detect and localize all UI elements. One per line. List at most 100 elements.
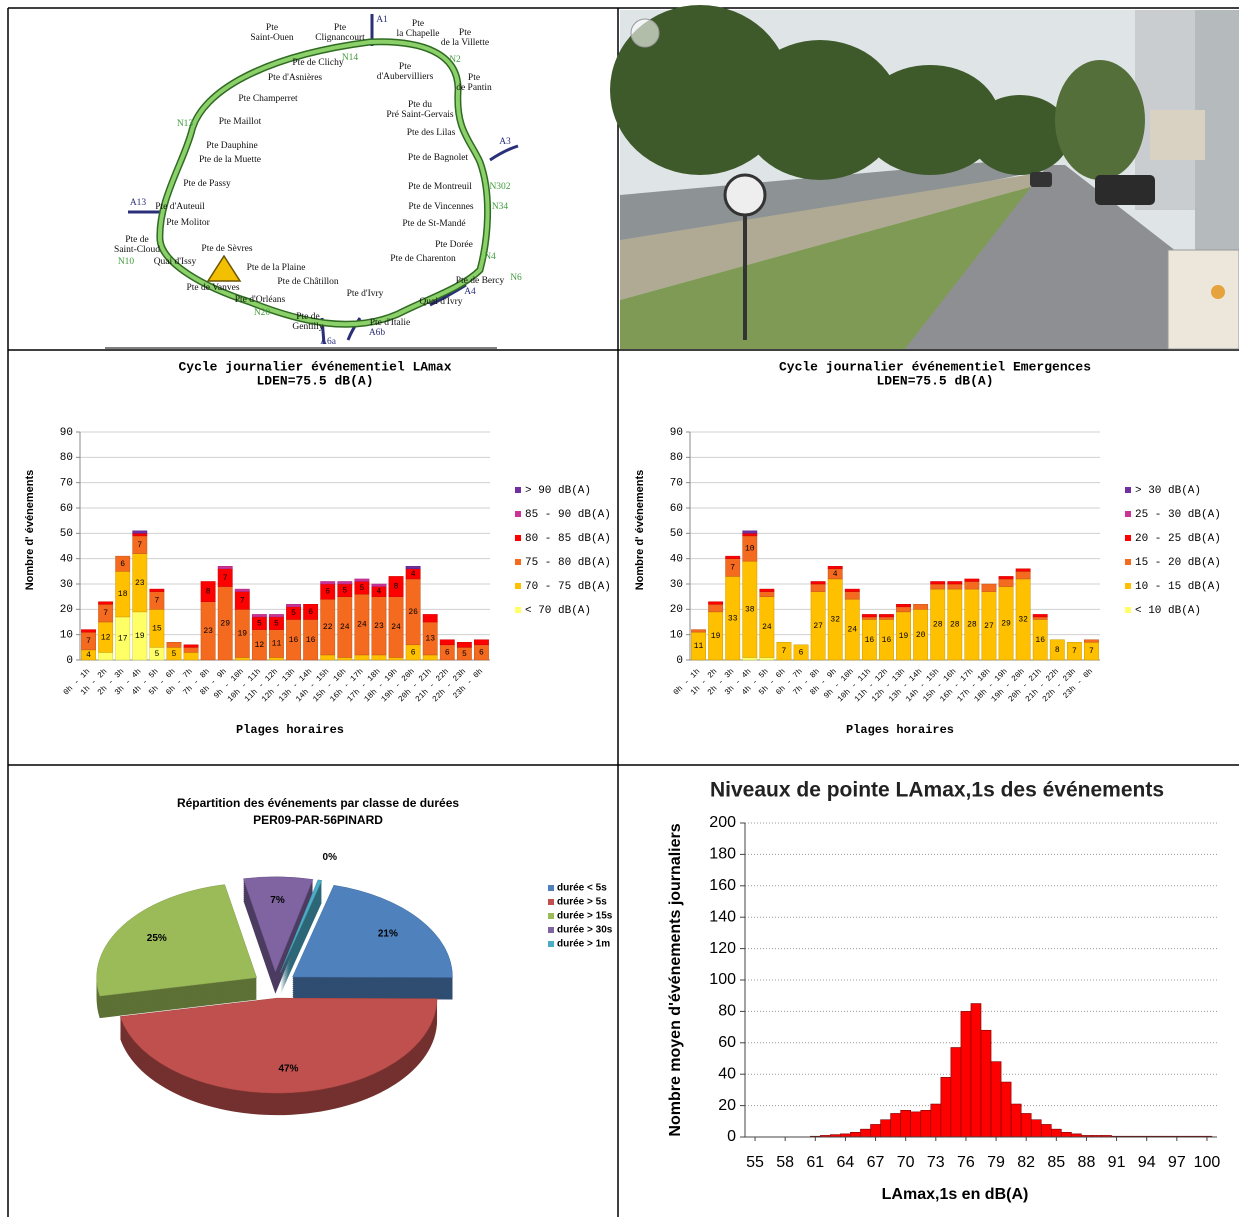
ring-road bbox=[157, 39, 490, 327]
map-label: Pte d'Auteuil bbox=[155, 202, 205, 212]
bar-segment bbox=[691, 629, 706, 633]
data-label: 16 bbox=[1035, 636, 1045, 645]
data-label: 7 bbox=[86, 637, 91, 646]
histogram-bar bbox=[990, 1061, 1002, 1138]
legend-swatch bbox=[1125, 487, 1131, 493]
y-tick-label: 40 bbox=[670, 554, 683, 566]
map-label: Pte Molitor bbox=[166, 218, 210, 228]
x-tick-label: 97 bbox=[1168, 1154, 1186, 1171]
bar-segment bbox=[217, 566, 233, 570]
legend-swatch bbox=[548, 941, 554, 947]
y-tick-label: 40 bbox=[718, 1065, 736, 1082]
tree bbox=[970, 95, 1070, 175]
bar-segment bbox=[759, 588, 775, 592]
data-label: 7 bbox=[154, 597, 159, 606]
histogram-bar bbox=[960, 1011, 972, 1138]
x-tick-label: 70 bbox=[897, 1154, 915, 1171]
data-label: 5 bbox=[359, 584, 364, 593]
pie-slice-side bbox=[280, 897, 322, 991]
data-label: 28 bbox=[933, 621, 943, 630]
map-label: Gentilly bbox=[292, 322, 323, 332]
bar-segment bbox=[879, 614, 894, 618]
bar-segment bbox=[1066, 642, 1082, 661]
bar-segment bbox=[286, 604, 301, 608]
map-label: Pte du bbox=[408, 100, 432, 110]
x-tick-label: 82 bbox=[1017, 1154, 1035, 1171]
map-label: Pte de Charenton bbox=[390, 254, 456, 264]
histogram-bar bbox=[980, 1029, 992, 1138]
x-tick-label: 100 bbox=[1194, 1154, 1221, 1171]
bar-segment bbox=[759, 657, 775, 661]
stacked-bar-chart: 0 10 20 30 40 50 60 70 80 90 Nombre d' événements P… bbox=[634, 427, 1221, 737]
x-axis-title: LAmax,1s en dB(A) bbox=[882, 1186, 1029, 1203]
data-label: 5 bbox=[462, 650, 467, 659]
map-label: Pte de Châtillon bbox=[277, 277, 338, 287]
y-tick-label: 70 bbox=[60, 478, 73, 490]
legend-swatch bbox=[548, 913, 554, 919]
legend-swatch bbox=[548, 885, 554, 891]
bar-segment bbox=[115, 555, 131, 572]
y-tick-label: 20 bbox=[718, 1097, 736, 1114]
bar-segment bbox=[149, 588, 165, 592]
pie-slice-side bbox=[280, 901, 322, 995]
data-label: 5 bbox=[291, 609, 296, 618]
map-label: Pte bbox=[468, 73, 480, 83]
y-tick-label: 90 bbox=[60, 427, 73, 439]
data-label: 12 bbox=[101, 633, 111, 642]
map-label: Pte bbox=[412, 19, 424, 29]
map-label: Pte d'Italie bbox=[370, 318, 411, 328]
map-label: Pte d'Asnières bbox=[268, 73, 323, 83]
car bbox=[1030, 172, 1052, 187]
map-label: N34 bbox=[492, 202, 509, 212]
data-label: 7 bbox=[223, 574, 228, 583]
tree bbox=[740, 40, 900, 180]
pie-slice-side bbox=[280, 885, 322, 979]
data-label: 18 bbox=[118, 590, 128, 599]
data-label: 8 bbox=[1055, 646, 1060, 655]
map-label: Saint-Cloud bbox=[114, 245, 160, 255]
data-label: 5 bbox=[274, 619, 279, 628]
y-tick-label: 20 bbox=[670, 604, 683, 616]
legend-swatch bbox=[1125, 559, 1131, 565]
x-tick-label: 88 bbox=[1078, 1154, 1096, 1171]
x-tick-label: 79 bbox=[987, 1154, 1005, 1171]
data-label: 16 bbox=[289, 636, 299, 645]
map-label: N4 bbox=[484, 252, 496, 262]
x-tick-label: 85 bbox=[1047, 1154, 1065, 1171]
y-tick-label: 100 bbox=[709, 971, 736, 988]
y-axis-title: Nombre d' événements bbox=[24, 470, 36, 591]
bar-segment bbox=[776, 642, 792, 661]
legend-swatch bbox=[515, 559, 521, 565]
data-label: 32 bbox=[1018, 616, 1028, 625]
bar-segment bbox=[388, 576, 404, 597]
x-tick-label: 67 bbox=[867, 1154, 885, 1171]
histogram-bar bbox=[870, 1124, 881, 1138]
chart-title: Niveaux de pointe LAmax,1s des événement… bbox=[710, 779, 1164, 802]
data-label: 33 bbox=[728, 614, 738, 623]
legend-label: 10 - 15 dB(A) bbox=[1135, 581, 1221, 593]
map-label: Pte bbox=[459, 28, 471, 38]
legend-label: < 70 dB(A) bbox=[525, 605, 591, 617]
legend-swatch bbox=[515, 535, 521, 541]
data-label: 4 bbox=[86, 651, 91, 660]
pie-slice-side bbox=[280, 899, 322, 993]
histogram-bar bbox=[920, 1110, 932, 1138]
bar-segment bbox=[183, 644, 199, 648]
data-label: 19 bbox=[135, 632, 145, 641]
bar-segment bbox=[405, 566, 421, 570]
tree bbox=[1055, 60, 1145, 180]
pie-label: 7% bbox=[270, 895, 285, 906]
road bbox=[429, 283, 467, 307]
map-label: Saint-Ouen bbox=[250, 33, 294, 43]
histogram-bar bbox=[1050, 1128, 1062, 1138]
map-label: de la Villette bbox=[441, 38, 489, 48]
data-label: 10 bbox=[745, 545, 755, 554]
histogram-bar bbox=[1040, 1124, 1052, 1138]
bar-segment bbox=[861, 614, 877, 618]
bar-segment bbox=[132, 530, 148, 534]
bar-segment bbox=[166, 642, 182, 648]
bar-segment bbox=[98, 652, 114, 661]
legend-label: > 30 dB(A) bbox=[1135, 485, 1201, 497]
y-tick-label: 200 bbox=[709, 814, 736, 831]
map-label: N2 bbox=[449, 55, 461, 65]
